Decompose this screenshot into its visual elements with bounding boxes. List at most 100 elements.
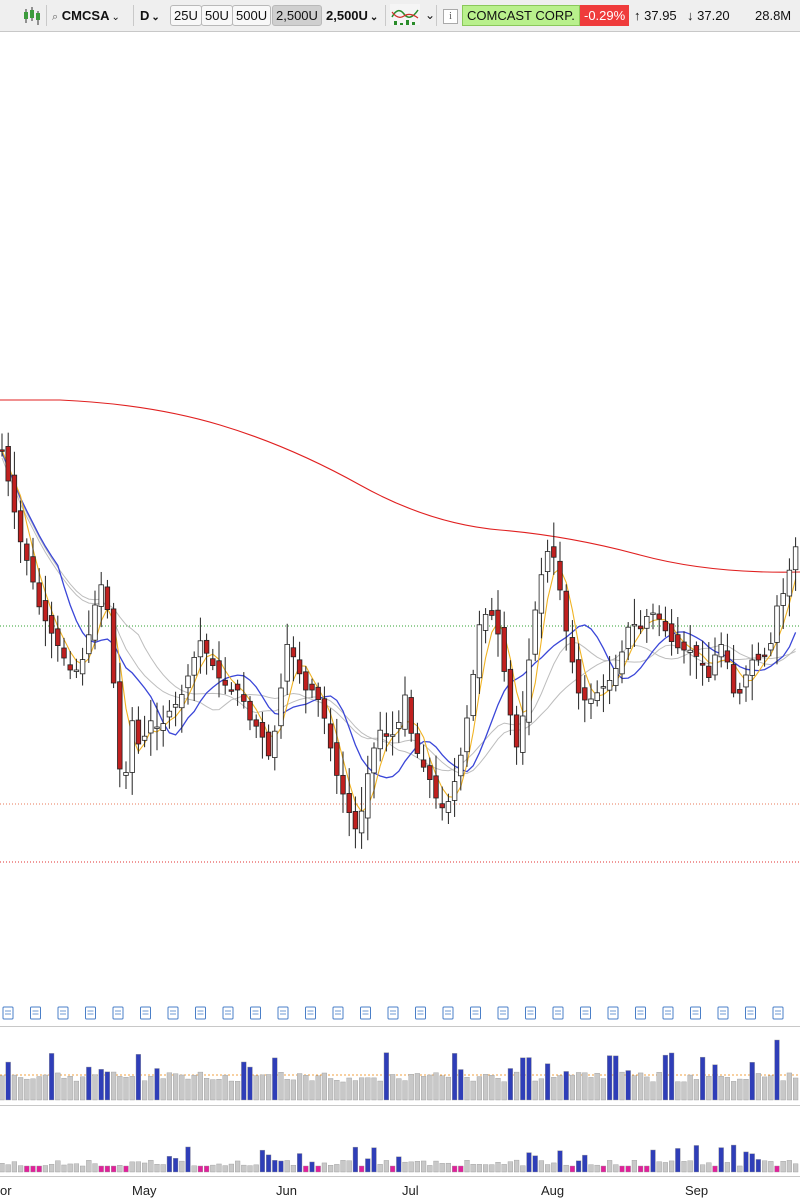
volume-bar <box>104 1071 111 1101</box>
candle-body <box>594 692 600 701</box>
volume-bar-secondary <box>222 1165 228 1173</box>
candle-body <box>61 647 67 659</box>
volume-bar <box>706 1075 712 1101</box>
volume-bar <box>259 1074 266 1101</box>
volume-bar <box>693 1079 700 1101</box>
volume-bar-secondary <box>774 1165 780 1173</box>
volume-bar <box>557 1075 563 1101</box>
candle-body <box>148 720 154 734</box>
volume-bar-secondary <box>79 1165 86 1173</box>
candle-body <box>352 811 359 830</box>
candle-body <box>600 686 607 689</box>
candle-body <box>383 733 390 737</box>
volume-bar <box>5 1061 11 1101</box>
volume-bar-secondary <box>278 1160 284 1173</box>
bars-select[interactable]: 2,500U ⌄ <box>326 5 378 26</box>
candle-body <box>358 810 365 834</box>
candle-body <box>315 686 321 700</box>
news-document-icon <box>525 1006 536 1020</box>
volume-bar <box>545 1063 551 1101</box>
candle-body <box>743 674 749 688</box>
candle-body <box>247 700 253 721</box>
candle-body <box>272 730 278 758</box>
candle-body <box>222 679 228 686</box>
volume-bar <box>433 1072 439 1101</box>
volume-bar <box>67 1076 73 1101</box>
volume-bar-secondary <box>687 1160 693 1173</box>
volume-bar <box>247 1066 253 1101</box>
volume-bar-secondary <box>154 1164 160 1173</box>
volume-bar <box>297 1073 303 1101</box>
preset-50u-button[interactable]: 50U <box>201 5 233 26</box>
volume-bar-secondary <box>427 1165 433 1173</box>
info-icon[interactable]: i <box>443 9 458 24</box>
volume-bar-secondary <box>191 1165 197 1173</box>
volume-bar <box>92 1074 98 1101</box>
volume-bar <box>30 1078 36 1101</box>
volume-bar <box>222 1074 228 1101</box>
volume-bar-secondary <box>594 1164 600 1173</box>
candle-body <box>234 683 241 691</box>
candle-body <box>489 610 495 616</box>
volume-bar <box>42 1074 49 1101</box>
candle-body <box>216 660 222 679</box>
volume-bar <box>179 1074 185 1101</box>
symbol-select[interactable]: ⌕ CMCSA ⌄ <box>52 5 120 26</box>
volume-bar-secondary <box>216 1163 222 1173</box>
volume-bar-secondary <box>724 1162 731 1173</box>
volume-bar <box>638 1072 644 1101</box>
volume-bar-secondary <box>11 1161 18 1173</box>
candle-body <box>687 649 693 653</box>
volume-bar-secondary <box>749 1153 755 1173</box>
low-price: ↓ 37.20 <box>687 5 730 26</box>
candle-body <box>625 626 631 649</box>
preset-500u-button[interactable]: 500U <box>232 5 272 26</box>
candle-body <box>48 615 55 634</box>
news-document-icon <box>222 1006 234 1020</box>
volume-bar <box>346 1077 352 1101</box>
volume-bar <box>470 1080 476 1101</box>
candle-body <box>290 647 297 658</box>
volume-bar-secondary <box>452 1165 458 1173</box>
candle-body <box>538 574 545 614</box>
volume-bar-secondary <box>600 1165 607 1173</box>
volume-bar-secondary <box>464 1160 470 1173</box>
volume-bar-secondary <box>675 1148 681 1173</box>
period-select[interactable]: D ⌄ <box>140 5 160 26</box>
candle-body <box>284 644 290 682</box>
candle-body <box>637 625 644 630</box>
preset-2500u-button[interactable]: 2,500U <box>272 5 322 26</box>
volume-bar <box>73 1080 80 1101</box>
preset-25u-button[interactable]: 25U <box>170 5 202 26</box>
volume-bar-secondary <box>414 1161 421 1173</box>
volume-bar <box>141 1080 148 1101</box>
candle-body <box>520 715 526 753</box>
candle-body <box>749 659 755 676</box>
volume-bar-secondary <box>439 1163 445 1173</box>
volume-bar-secondary <box>737 1165 743 1173</box>
chevron-down-icon[interactable]: ⌄ <box>425 8 436 22</box>
volume-bar-secondary <box>148 1159 154 1173</box>
volume-bar <box>203 1078 210 1101</box>
volume-bar <box>662 1054 669 1101</box>
volume-bar <box>321 1072 328 1101</box>
volume-bar <box>625 1070 631 1101</box>
candle-body <box>185 675 191 689</box>
candle-body <box>396 722 402 729</box>
volume-bar-secondary <box>501 1164 507 1173</box>
volume-bar <box>377 1080 383 1101</box>
volume-bar <box>290 1079 297 1101</box>
news-document-icon <box>690 1006 701 1020</box>
candlestick-icon[interactable] <box>22 6 42 27</box>
volume-bar-secondary <box>129 1161 135 1173</box>
news-document-icon <box>250 1006 261 1020</box>
candle-body <box>117 681 123 770</box>
volume-bar <box>439 1075 445 1101</box>
candle-body <box>668 623 675 643</box>
price-chart[interactable] <box>0 32 800 1182</box>
volume-bar-secondary <box>61 1164 67 1173</box>
indicator-chart-icon[interactable] <box>390 4 420 25</box>
volume-bar <box>563 1071 569 1101</box>
candle-body <box>389 734 396 737</box>
volume-bar-secondary <box>86 1160 92 1173</box>
